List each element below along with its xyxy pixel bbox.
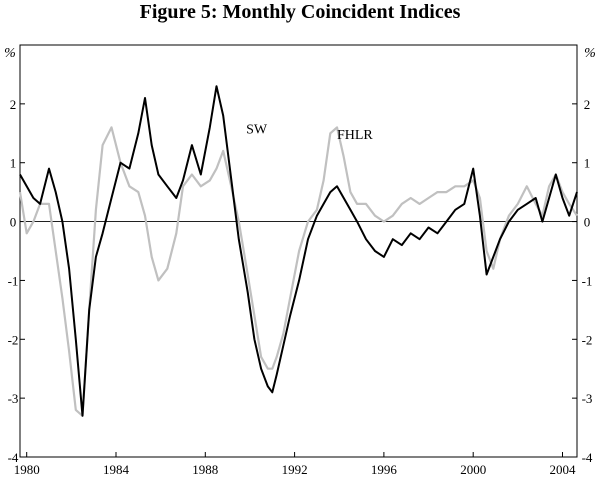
y-tick-label-left: 2 (10, 97, 17, 112)
series-line-sw (19, 85, 578, 417)
y-tick-label-left: 0 (10, 215, 17, 230)
y-tick-label-right: -3 (582, 391, 593, 406)
y-tick-label-left: -2 (8, 332, 19, 347)
x-axis-ticks: 1980 1984 1988 1992 1996 2000 2004 (14, 452, 576, 477)
x-tick-label: 1980 (14, 462, 40, 477)
y-tick-label-right: 1 (584, 156, 591, 171)
y-axis-unit-left: % (4, 46, 16, 61)
y-tick-label-left: 1 (10, 156, 17, 171)
series-layer (18, 85, 578, 417)
y-tick-label-right: -2 (582, 332, 593, 347)
y-tick-label-left: -4 (8, 450, 19, 465)
series-label-fhlr: FHLR (337, 128, 373, 143)
x-tick-label: 2000 (460, 462, 486, 477)
x-tick-label: 1984 (103, 462, 130, 477)
y-axis-ticks-right: 2 1 0 -1 -2 -3 -4 (572, 97, 593, 465)
y-tick-label-right: 2 (584, 97, 591, 112)
x-tick-label: 2004 (549, 462, 576, 477)
y-axis-unit-right: % (584, 46, 596, 61)
x-tick-label: 1996 (371, 462, 398, 477)
y-axis-ticks-left: 2 1 0 -1 -2 -3 -4 (8, 97, 25, 465)
annotation-layer: SW FHLR (246, 122, 373, 143)
y-tick-label-right: 0 (584, 215, 591, 230)
y-tick-label-right: -1 (582, 273, 593, 288)
y-tick-label-right: -4 (582, 450, 593, 465)
y-tick-label-left: -3 (8, 391, 19, 406)
series-line-fhlr (18, 126, 578, 417)
chart-title: Figure 5: Monthly Coincident Indices (140, 1, 461, 23)
series-label-sw: SW (246, 122, 268, 137)
y-tick-label-left: -1 (8, 273, 19, 288)
plot-frame (19, 44, 578, 458)
x-tick-label: 1988 (192, 462, 218, 477)
x-tick-label: 1992 (282, 462, 308, 477)
